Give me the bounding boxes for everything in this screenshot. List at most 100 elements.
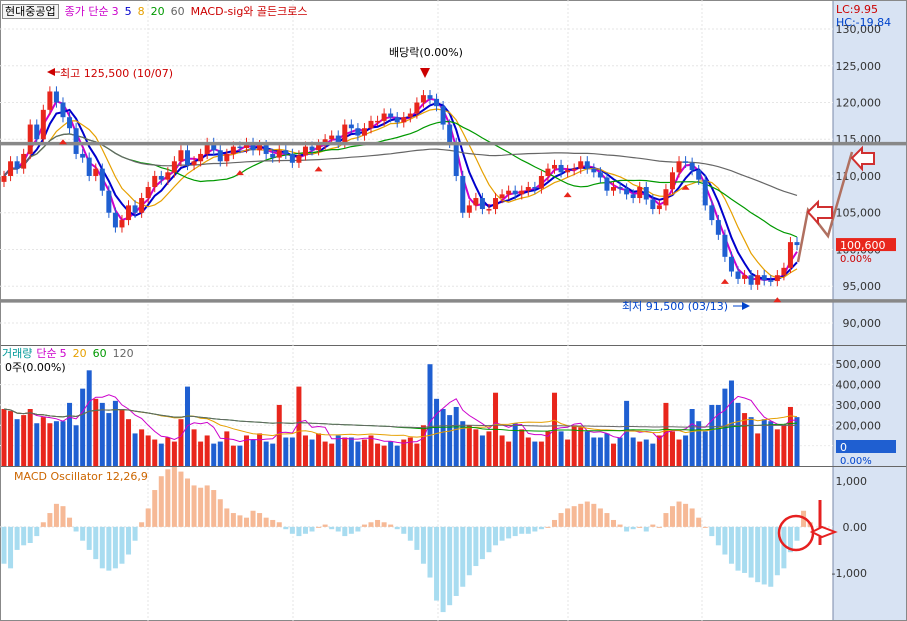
volume-bar bbox=[230, 445, 236, 466]
volume-bar bbox=[14, 419, 20, 466]
macd-oscillator-bar bbox=[755, 526, 761, 583]
macd-oscillator-bar bbox=[683, 503, 689, 527]
candle-body bbox=[93, 168, 99, 176]
macd-oscillator-bar bbox=[440, 526, 446, 613]
volume-bar bbox=[60, 421, 66, 466]
macd-oscillator-bar bbox=[230, 513, 236, 527]
volume-bar bbox=[735, 402, 741, 466]
volume-bar bbox=[257, 433, 263, 466]
candle-body bbox=[14, 161, 20, 169]
macd-oscillator-bar bbox=[532, 526, 538, 532]
macd-oscillator-bar bbox=[447, 526, 453, 606]
volume-bar bbox=[571, 425, 577, 466]
volume-bar bbox=[630, 437, 636, 466]
candle-body bbox=[525, 187, 531, 191]
macd-oscillator-bar bbox=[283, 526, 289, 530]
candle-body bbox=[453, 142, 459, 176]
candle-body bbox=[185, 150, 191, 165]
candle-body bbox=[27, 124, 33, 154]
macd-oscillator-bar bbox=[86, 526, 92, 550]
macd-oscillator-bar bbox=[112, 526, 118, 569]
macd-oscillator-bar bbox=[486, 526, 492, 553]
volume-bar bbox=[519, 429, 525, 466]
volume-bar bbox=[276, 404, 282, 466]
macd-oscillator-bar bbox=[8, 526, 14, 569]
volume-bar bbox=[414, 443, 420, 466]
volume-bar bbox=[394, 445, 400, 466]
volume-bar bbox=[466, 425, 472, 466]
macd-tick-label: 1,000 bbox=[836, 475, 868, 488]
macd-oscillator-bar bbox=[473, 526, 479, 567]
price-tick-label: 130,000 bbox=[836, 23, 882, 36]
candle-body bbox=[171, 161, 177, 173]
volume-bar bbox=[689, 409, 695, 466]
stock-name-box[interactable]: 현대중공업 bbox=[2, 4, 59, 19]
macd-oscillator-bar bbox=[375, 519, 381, 527]
macd-oscillator-bar bbox=[689, 508, 695, 527]
macd-oscillator-bar bbox=[676, 501, 682, 527]
golden-cross-arrow bbox=[563, 192, 572, 198]
volume-bar bbox=[283, 437, 289, 466]
volume-bar bbox=[145, 435, 151, 466]
volume-bar bbox=[67, 402, 73, 466]
candle-body bbox=[99, 168, 105, 191]
macd-oscillator-bar bbox=[73, 526, 79, 532]
volume-bar bbox=[211, 443, 217, 466]
candle-body bbox=[781, 267, 787, 276]
macd-oscillator-bar bbox=[414, 526, 420, 550]
macd-oscillator-bar bbox=[263, 517, 269, 527]
volume-bar bbox=[427, 364, 433, 466]
volume-bar bbox=[794, 417, 800, 466]
macd-oscillator-bar bbox=[512, 526, 518, 537]
macd-oscillator-bar bbox=[152, 490, 158, 527]
current-price-tag bbox=[836, 238, 896, 252]
candle-body bbox=[361, 128, 367, 136]
macd-oscillator-bar bbox=[34, 526, 40, 537]
candle-body bbox=[191, 161, 197, 165]
volume-bar bbox=[683, 435, 689, 466]
volume-bar bbox=[335, 435, 341, 466]
macd-oscillator-bar bbox=[27, 526, 33, 543]
macd-oscillator-bar bbox=[715, 526, 721, 546]
volume-bar bbox=[643, 439, 649, 466]
volume-bar bbox=[119, 409, 125, 466]
candle-body bbox=[106, 190, 112, 213]
candle-body bbox=[591, 168, 597, 173]
candle-body bbox=[204, 142, 210, 154]
candle-body bbox=[552, 164, 558, 169]
price-tick-label: 95,000 bbox=[843, 280, 882, 293]
macd-oscillator-bar bbox=[597, 508, 603, 527]
candle-body bbox=[709, 205, 715, 221]
volume-bar bbox=[289, 437, 295, 466]
macd-oscillator-bar bbox=[289, 526, 295, 534]
candle-body bbox=[624, 188, 630, 195]
macd-oscillator-bar bbox=[434, 526, 440, 601]
candle-body bbox=[676, 161, 682, 173]
volume-bar bbox=[381, 445, 387, 466]
volume-bar bbox=[237, 445, 243, 466]
macd-oscillator-bar bbox=[748, 526, 754, 578]
current-volume-value: 0 bbox=[840, 441, 847, 454]
macd-oscillator-bar bbox=[401, 526, 407, 534]
macd-oscillator-bar bbox=[669, 506, 675, 527]
macd-oscillator-bar bbox=[106, 526, 112, 571]
macd-oscillator-bar bbox=[388, 524, 394, 527]
volume-bar bbox=[329, 443, 335, 466]
candle-body bbox=[211, 142, 217, 151]
price-tick-label: 105,000 bbox=[836, 207, 882, 220]
volume-bar bbox=[624, 400, 630, 466]
volume-bar bbox=[656, 435, 662, 466]
volume-bar bbox=[715, 404, 721, 466]
macd-oscillator-bar bbox=[348, 526, 354, 534]
volume-bar bbox=[86, 370, 92, 466]
volume-bar bbox=[401, 439, 407, 466]
macd-oscillator-bar bbox=[604, 513, 610, 527]
candle-body bbox=[617, 187, 623, 189]
candle-body bbox=[748, 275, 754, 285]
volume-tick-label: 500,000 bbox=[836, 358, 882, 371]
macd-oscillator-bar bbox=[361, 524, 367, 527]
macd-oscillator-bar bbox=[204, 485, 210, 527]
projection-arrow bbox=[806, 199, 833, 226]
macd-oscillator-bar bbox=[257, 513, 263, 527]
macd-oscillator-bar bbox=[407, 526, 413, 541]
